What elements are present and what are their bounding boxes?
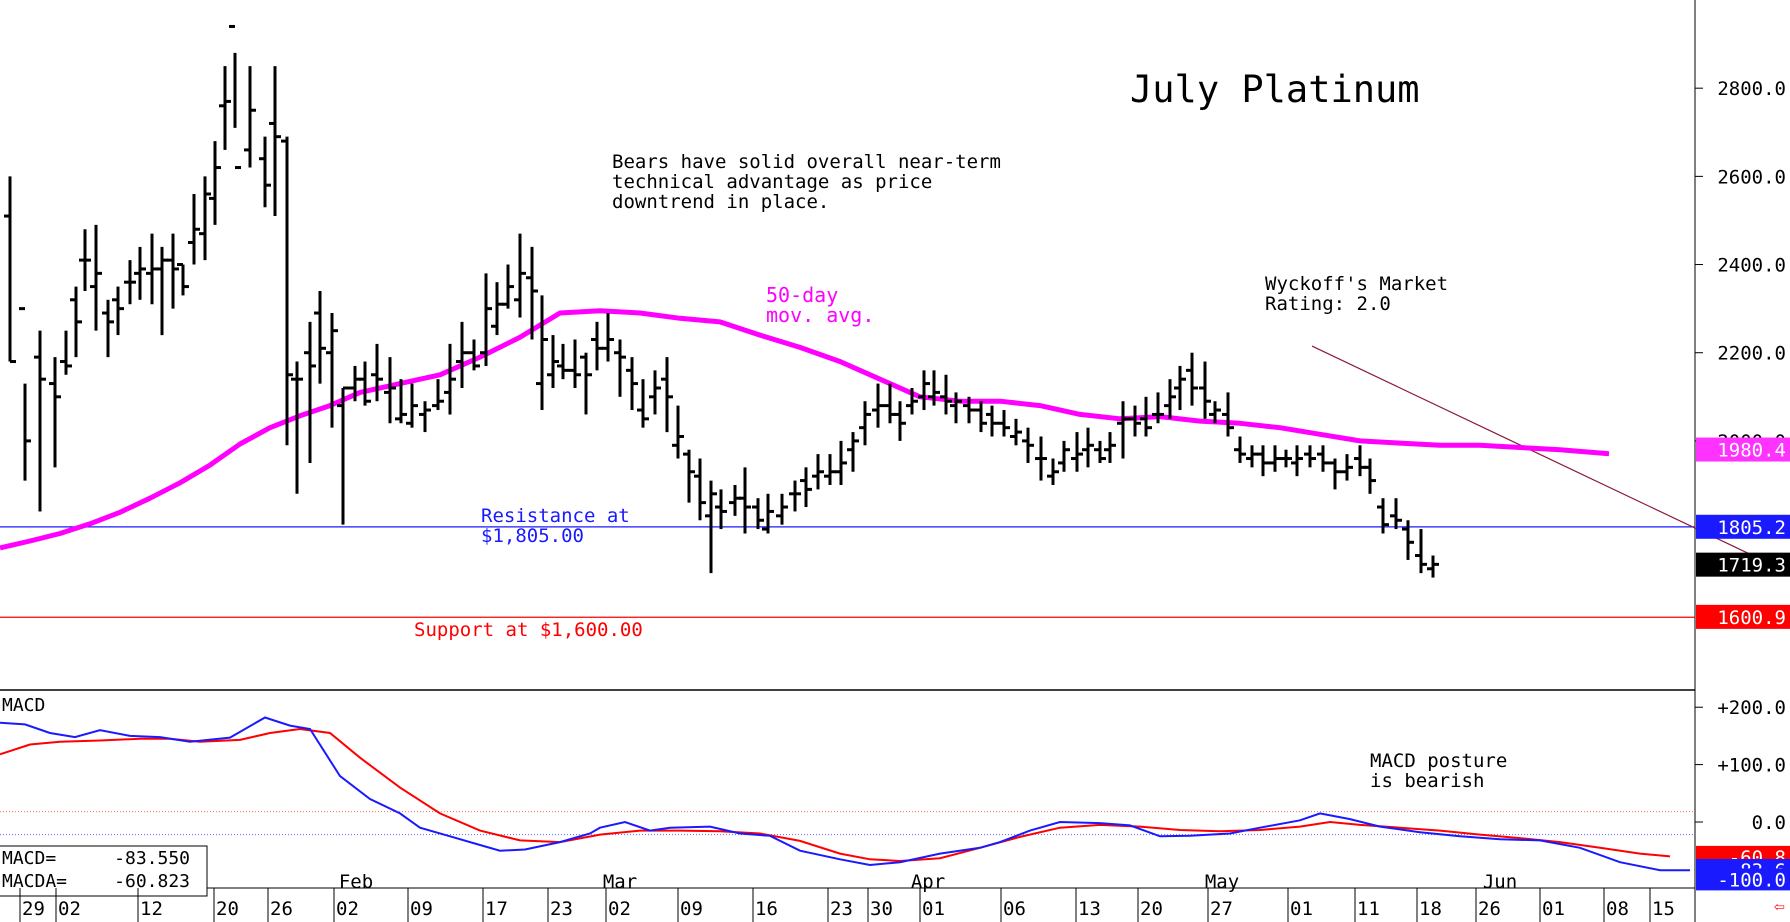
day-label-0: 29 [22, 898, 45, 920]
day-label-5: 02 [336, 898, 359, 920]
day-label-12: 23 [830, 898, 853, 920]
price-tick-label-2: 2400.0 [1717, 255, 1786, 277]
day-label-20: 11 [1357, 898, 1380, 920]
price-label-0: 1980.4 [1717, 440, 1786, 462]
macd-posture-line-2: is bearish [1370, 770, 1484, 792]
month-label-2: Apr [911, 871, 945, 893]
bears-annotation-line-1: Bears have solid overall near-term [612, 151, 1001, 173]
macda-signal-line [0, 727, 1671, 863]
mavg-annotation: 50-day mov. avg. [766, 283, 874, 327]
day-label-10: 09 [680, 898, 703, 920]
price-label-box-1 [1696, 514, 1790, 539]
bears-annotation-line-3: downtrend in place. [612, 191, 829, 213]
day-label-21: 18 [1419, 898, 1442, 920]
chart-title: July Platinum [1130, 68, 1420, 111]
day-label-14: 01 [922, 898, 945, 920]
macda-value-label: MACDA= [2, 871, 67, 892]
macd-line [0, 716, 1690, 872]
day-label-8: 23 [550, 898, 573, 920]
bears-annotation: Bears have solid overall near-term techn… [612, 151, 1012, 213]
wyckoff-annotation-line-1: Wyckoff's Market [1265, 273, 1448, 295]
price-label-1: 1805.2 [1717, 517, 1786, 539]
resistance-annotation-line-2: $1,805.00 [481, 525, 584, 547]
price-tick-label-3: 2200.0 [1717, 343, 1786, 365]
macd-end-box-2 [1696, 868, 1790, 891]
wyckoff-annotation-line-2: Rating: 2.0 [1265, 293, 1391, 315]
day-label-7: 17 [485, 898, 508, 920]
day-label-24: 08 [1606, 898, 1629, 920]
moving-average-line [0, 308, 1610, 551]
bears-annotation-line-2: technical advantage as price [612, 171, 932, 193]
mavg-annotation-line-1: 50-day [766, 283, 838, 307]
day-label-9: 02 [608, 898, 631, 920]
resistance-annotation-line-1: Resistance at [481, 505, 630, 527]
macd-tick-label-2: 0.0 [1752, 812, 1786, 834]
price-tick-label-0: 2800.0 [1717, 78, 1786, 100]
price-label-3: 1600.9 [1717, 607, 1786, 629]
day-label-23: 01 [1542, 898, 1565, 920]
month-label-4: Jun [1483, 871, 1517, 893]
macd-tick-label-0: +200.0 [1717, 697, 1786, 719]
price-label-2: 1719.3 [1717, 555, 1786, 577]
month-label-1: Mar [603, 871, 637, 893]
macd-panel-label: MACD [2, 695, 45, 716]
macd-end-label-2: -100.0 [1717, 869, 1786, 891]
day-label-25: 15 [1652, 898, 1675, 920]
day-label-4: 26 [270, 898, 293, 920]
dynamic-layer: 2800.02600.02400.02200.02000.01980.41805… [0, 24, 1790, 922]
day-label-17: 20 [1140, 898, 1163, 920]
macd-posture-line-1: MACD posture [1370, 750, 1507, 772]
price-tick-label-1: 2600.0 [1717, 166, 1786, 188]
day-label-11: 16 [755, 898, 778, 920]
mavg-annotation-line-2: mov. avg. [766, 303, 874, 327]
day-label-22: 26 [1478, 898, 1501, 920]
support-annotation: Support at $1,600.00 [414, 619, 643, 641]
macd-value: -83.550 [114, 848, 190, 869]
scroll-left-icon[interactable]: ⇦ [1774, 896, 1785, 917]
macda-value: -60.823 [114, 871, 190, 892]
day-label-18: 27 [1210, 898, 1233, 920]
day-label-19: 01 [1290, 898, 1313, 920]
price-label-box-3 [1696, 604, 1790, 629]
day-label-16: 13 [1078, 898, 1101, 920]
macd-posture-annotation: MACD posture is bearish [1370, 750, 1519, 792]
day-label-2: 12 [140, 898, 163, 920]
macd-tick-label-1: +100.0 [1717, 755, 1786, 777]
day-label-3: 20 [216, 898, 239, 920]
day-label-15: 06 [1003, 898, 1026, 920]
price-label-box-2 [1696, 552, 1790, 577]
day-label-13: 30 [870, 898, 893, 920]
day-label-1: 02 [58, 898, 81, 920]
month-label-0: Feb [339, 871, 373, 893]
price-label-box-0 [1696, 437, 1790, 462]
wyckoff-annotation: Wyckoff's Market Rating: 2.0 [1265, 273, 1459, 315]
month-label-3: May [1205, 871, 1239, 893]
resistance-annotation: Resistance at $1,805.00 [481, 505, 641, 547]
macd-values-box [0, 845, 208, 897]
day-label-6: 09 [410, 898, 433, 920]
macd-value-label: MACD= [2, 848, 56, 869]
